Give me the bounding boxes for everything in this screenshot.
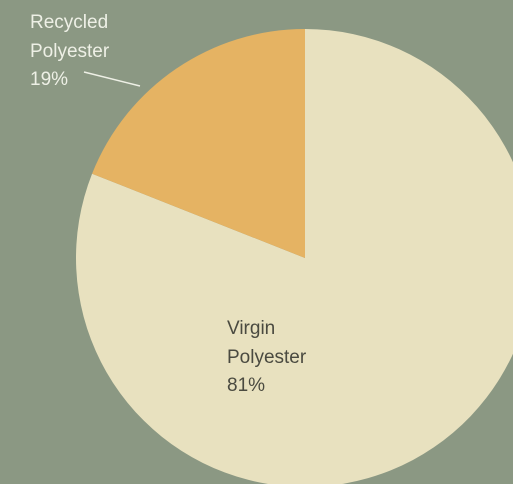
- pie-slice-virgin-polyester: [76, 29, 513, 484]
- leader-line-recycled-polyester: [83, 71, 141, 87]
- slice-value-virgin: 81%: [227, 375, 265, 396]
- slice-value-recycled: 19%: [30, 69, 68, 90]
- slice-label-recycled-line1: Recycled: [30, 12, 108, 33]
- pie-slice-recycled-polyester: [92, 29, 306, 258]
- slice-label-recycled-polyester: Recycled Polyester 19%: [30, 12, 114, 90]
- slice-label-virgin-polyester: Virgin Polyester 81%: [227, 318, 311, 396]
- slice-label-recycled-line2: Polyester: [30, 41, 110, 62]
- slice-label-virgin-line1: Virgin: [227, 318, 275, 339]
- slice-label-virgin-line2: Polyester: [227, 347, 307, 368]
